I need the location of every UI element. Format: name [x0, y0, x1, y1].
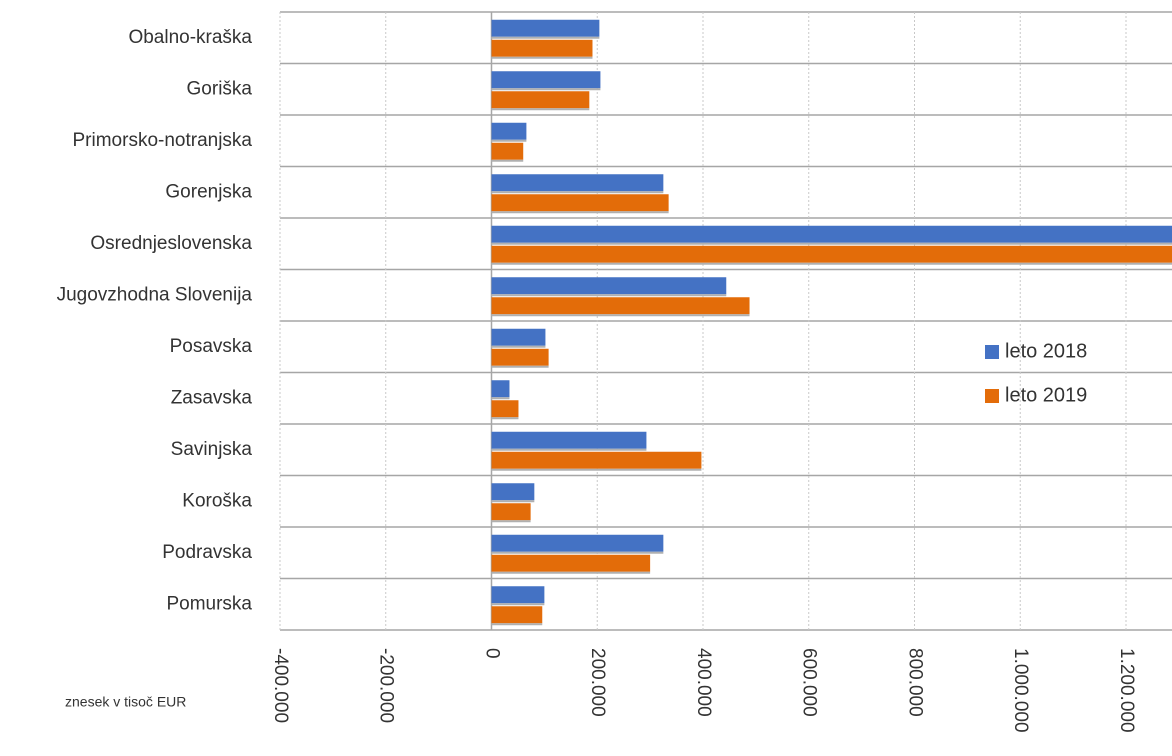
bar: [491, 19, 600, 37]
y-tick-label: Pomurska: [166, 593, 252, 614]
y-tick-label: Posavska: [170, 336, 253, 357]
x-axis-label: znesek v tisoč EUR: [65, 694, 186, 710]
bar: [491, 534, 664, 552]
bar: [491, 297, 750, 315]
y-tick-label: Osrednjeslovenska: [90, 233, 252, 254]
x-tick-label: 1.200.000: [1116, 648, 1137, 733]
bar: [491, 451, 702, 469]
bar: [491, 91, 590, 109]
bar-shadow: [491, 365, 549, 368]
bar: [491, 483, 535, 501]
bar: [491, 586, 545, 604]
x-tick-label: -400.000: [270, 648, 291, 723]
x-tick-label: 600.000: [799, 648, 820, 717]
bar-shadow: [491, 448, 647, 451]
x-tick-label: 800.000: [904, 648, 925, 717]
y-tick-label: Primorsko-notranjska: [73, 130, 253, 151]
bar-shadow: [491, 88, 601, 91]
bar-shadow: [491, 397, 510, 400]
y-tick-label: Savinjska: [171, 439, 253, 460]
bar-shadow: [491, 468, 702, 471]
legend-swatch: [985, 389, 999, 403]
bar-shadow: [491, 551, 664, 554]
legend-label: leto 2019: [1005, 384, 1087, 406]
y-tick-label: Zasavska: [171, 387, 253, 408]
y-tick-label: Podravska: [162, 542, 252, 563]
legend-swatch: [985, 345, 999, 359]
x-tick-label: 0: [481, 648, 502, 659]
bar-shadow: [491, 159, 524, 162]
bar-shadow: [491, 571, 651, 574]
bar: [491, 606, 543, 624]
y-tick-label: Jugovzhodna Slovenija: [57, 284, 253, 305]
legend-label: leto 2018: [1005, 340, 1087, 362]
bar-shadow: [491, 139, 527, 142]
bar: [491, 431, 647, 449]
x-tick-label: -200.000: [376, 648, 397, 723]
bar: [491, 194, 669, 212]
y-tick-label: Koroška: [182, 490, 252, 511]
bar-shadow: [491, 417, 519, 420]
bar: [491, 380, 510, 398]
y-tick-label: Obalno-kraška: [128, 27, 252, 48]
bar-shadow: [491, 314, 750, 317]
bar: [491, 554, 651, 572]
bar-shadow: [491, 108, 590, 111]
bar: [491, 245, 1172, 263]
bar-shadow: [491, 345, 546, 348]
bar: [491, 142, 524, 160]
bar: [491, 348, 549, 366]
bar: [491, 328, 546, 346]
bar-shadow: [491, 36, 600, 39]
y-tick-label: Gorenjska: [165, 181, 252, 202]
bar: [491, 503, 531, 521]
bar-shadow: [491, 623, 543, 626]
bar-shadow: [491, 294, 727, 297]
x-tick-label: 200.000: [587, 648, 608, 717]
bar-shadow: [491, 500, 535, 503]
bar-shadow: [491, 242, 1172, 245]
bar-shadow: [491, 191, 664, 194]
bar-shadow: [491, 211, 669, 214]
bar: [491, 400, 519, 418]
bar: [491, 71, 601, 89]
bars: [491, 19, 1172, 626]
bar: [491, 174, 664, 192]
bar: [491, 122, 527, 140]
bar-shadow: [491, 520, 531, 523]
bar-shadow: [491, 56, 593, 59]
bar: [491, 39, 593, 57]
x-tick-label: 1.000.000: [1010, 648, 1031, 733]
y-tick-label: Goriška: [187, 78, 253, 99]
x-tick-label: 400.000: [693, 648, 714, 717]
bar: [491, 277, 727, 295]
bar-shadow: [491, 603, 545, 606]
bar: [491, 225, 1172, 243]
bar-shadow: [491, 262, 1172, 265]
